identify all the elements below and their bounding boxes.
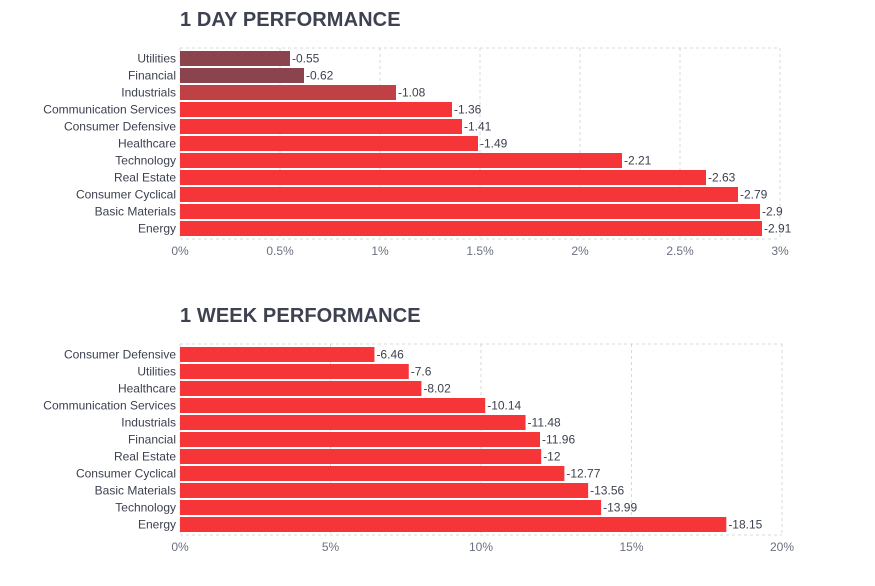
value-label: -1.36	[454, 103, 482, 117]
value-label: -12	[543, 450, 561, 464]
x-tick-label: 0%	[171, 540, 189, 554]
value-label: -2.91	[764, 222, 792, 236]
value-label: -0.55	[292, 52, 320, 66]
chart-1-day-performance: Utilities -0.55 Financial -0.62 Industrials -…	[43, 47, 792, 258]
bar[interactable]	[180, 221, 762, 236]
bar[interactable]	[180, 483, 589, 498]
bar[interactable]	[180, 136, 478, 151]
bar[interactable]	[180, 170, 706, 185]
bar[interactable]	[180, 364, 409, 379]
x-tick-label: 2.5%	[666, 244, 694, 258]
category-label: Consumer Defensive	[64, 120, 176, 134]
category-label: Financial	[128, 433, 176, 447]
value-label: -10.14	[487, 399, 521, 413]
category-label: Energy	[138, 518, 176, 532]
x-tick-label: 20%	[770, 540, 794, 554]
value-label: -6.46	[376, 348, 404, 362]
value-label: -8.02	[423, 382, 451, 396]
category-label: Technology	[115, 501, 176, 515]
bar[interactable]	[180, 102, 452, 117]
bar[interactable]	[180, 153, 622, 168]
value-label: -11.96	[542, 433, 575, 447]
bar[interactable]	[180, 466, 565, 481]
x-tick-label: 2%	[571, 244, 589, 258]
category-label: Consumer Cyclical	[76, 188, 176, 202]
x-tick-label: 3%	[771, 244, 789, 258]
value-label: -2.9	[762, 205, 783, 219]
value-label: -13.99	[603, 501, 637, 515]
x-tick-label: 5%	[322, 540, 340, 554]
category-label: Energy	[138, 222, 176, 236]
value-label: -0.62	[306, 69, 334, 83]
chart-title-1-day: 1 DAY PERFORMANCE	[180, 9, 401, 31]
x-tick-label: 0.5%	[266, 244, 294, 258]
bar[interactable]	[180, 347, 375, 362]
category-label: Utilities	[137, 52, 176, 66]
category-label: Consumer Defensive	[64, 348, 176, 362]
bar[interactable]	[180, 119, 462, 134]
bar[interactable]	[180, 500, 602, 515]
x-tick-label: 1.5%	[466, 244, 494, 258]
category-label: Utilities	[137, 365, 176, 379]
bar[interactable]	[180, 51, 290, 66]
value-label: -12.77	[566, 467, 600, 481]
value-label: -1.08	[398, 86, 426, 100]
category-label: Consumer Cyclical	[76, 467, 176, 481]
category-label: Basic Materials	[95, 484, 176, 498]
bar[interactable]	[180, 449, 542, 464]
bar[interactable]	[180, 187, 738, 202]
value-label: -1.41	[464, 120, 492, 134]
category-label: Real Estate	[114, 171, 176, 185]
bar[interactable]	[180, 381, 422, 396]
bar[interactable]	[180, 517, 727, 532]
category-label: Industrials	[121, 416, 176, 430]
category-label: Communication Services	[43, 399, 176, 413]
category-label: Healthcare	[118, 382, 176, 396]
x-tick-label: 0%	[171, 244, 189, 258]
x-tick-label: 10%	[469, 540, 493, 554]
category-label: Industrials	[121, 86, 176, 100]
value-label: -2.79	[740, 188, 768, 202]
category-label: Financial	[128, 69, 176, 83]
x-tick-label: 15%	[619, 540, 643, 554]
category-label: Communication Services	[43, 103, 176, 117]
category-label: Real Estate	[114, 450, 176, 464]
value-label: -7.6	[411, 365, 432, 379]
bar[interactable]	[180, 432, 540, 447]
value-label: -18.15	[728, 518, 762, 532]
value-label: -1.49	[480, 137, 508, 151]
bar[interactable]	[180, 204, 760, 219]
bar[interactable]	[180, 398, 486, 413]
category-label: Healthcare	[118, 137, 176, 151]
bar[interactable]	[180, 85, 396, 100]
category-label: Basic Materials	[95, 205, 176, 219]
category-label: Technology	[115, 154, 176, 168]
chart-1-week-performance: Consumer Defensive -6.46 Utilities -7.6 Heal…	[43, 343, 794, 554]
bar[interactable]	[180, 68, 304, 83]
chart-title-1-week: 1 WEEK PERFORMANCE	[180, 305, 421, 327]
value-label: -2.21	[624, 154, 652, 168]
value-label: -2.63	[708, 171, 736, 185]
value-label: -11.48	[528, 416, 561, 430]
value-label: -13.56	[590, 484, 624, 498]
bar[interactable]	[180, 415, 526, 430]
x-tick-label: 1%	[371, 244, 389, 258]
